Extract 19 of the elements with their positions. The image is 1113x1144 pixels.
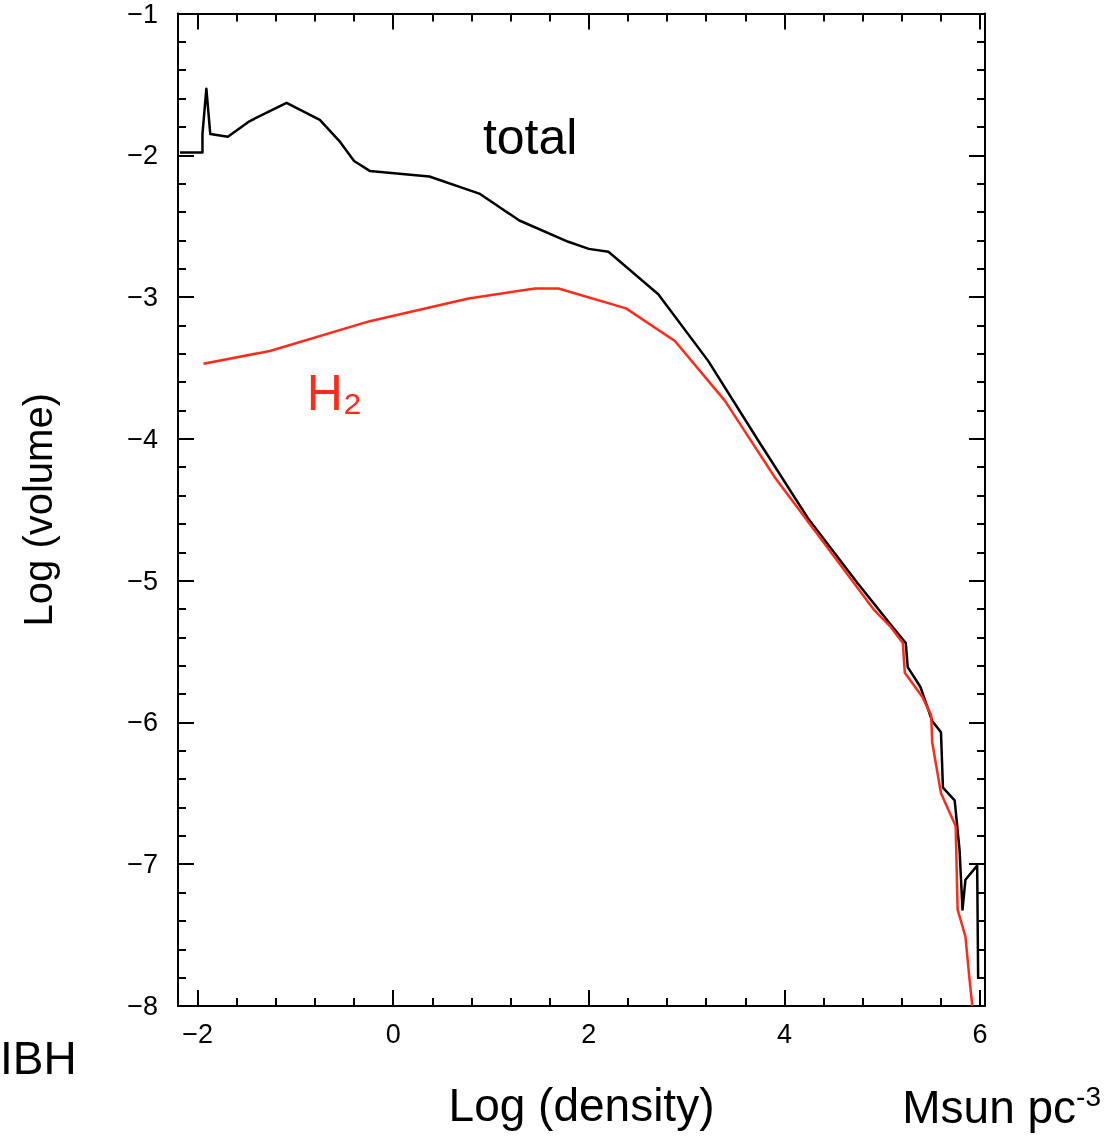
x-tick-label: 6 [972,1018,988,1049]
series-label: H₂ [306,365,363,422]
x-tick-label: −2 [182,1018,213,1049]
y-tick-label: −7 [127,849,158,880]
x-tick-label: 4 [776,1018,792,1049]
x-tick-label: 2 [581,1018,597,1049]
y-tick-label: −3 [127,282,158,313]
y-tick-label: −1 [127,0,158,29]
y-tick-label: −4 [127,423,158,454]
x-tick-label: 0 [385,1018,401,1049]
y-tick-label: −8 [127,991,158,1021]
y-tick-label: −5 [127,565,158,596]
y-axis-title: Log (volume) [16,393,60,627]
y-tick-label: −6 [127,707,158,738]
series-label: total [482,108,578,165]
line-series [202,287,974,1008]
y-tick-label: −2 [127,140,158,171]
text: IBH [0,1032,77,1084]
x-axis-title: Log (density) [448,1079,715,1131]
